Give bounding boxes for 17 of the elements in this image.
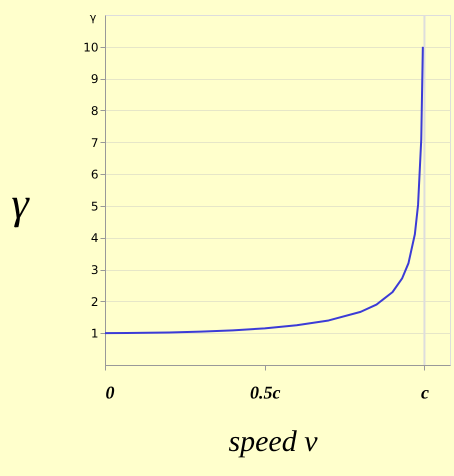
y-tick-label: 7 [90,136,98,150]
x-tick-label: c [420,382,429,402]
x-axis-title: speed v [228,425,318,458]
y-tick-label: 9 [90,72,98,86]
y-tick-label: 10 [83,40,98,54]
y-tick-label: 1 [90,326,98,341]
y-tick-label: 6 [90,168,98,182]
x-tick-label: 0 [106,382,114,402]
line-series [104,46,424,334]
y-axis-title: γ [11,179,30,228]
text: γ [90,11,97,24]
x-tick-label: 0.5c [250,382,280,402]
y-tick-label: 2 [90,294,98,309]
y-tick-label: 5 [90,199,98,214]
y-tick-label: 8 [90,104,98,118]
y-tick-label: 4 [90,231,98,246]
y-tick-label: 3 [90,263,98,278]
